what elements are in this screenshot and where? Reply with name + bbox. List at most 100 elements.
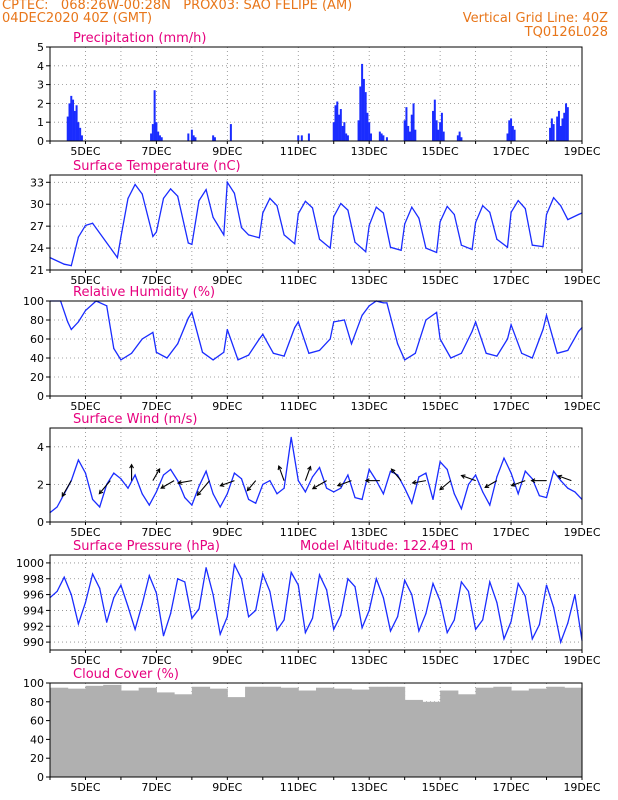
series-point [389,630,392,632]
series-point [574,593,576,596]
precip-bar [385,137,388,141]
precip-bar [368,122,371,141]
x-tick-label: 11DEC [280,145,317,158]
series-point [560,641,562,643]
y-tick-label: 992 [23,620,44,633]
precip-bar [343,122,346,141]
series-point [404,223,406,225]
cloud-bar [351,689,370,777]
wind-arrow-head [98,489,104,495]
precip-bar [440,112,443,141]
wind-arrow [177,480,192,484]
cloud-bar [386,686,406,777]
series-point [169,612,172,615]
series-point [152,235,154,237]
series-point [489,211,491,213]
series-point [162,197,165,199]
cloud-bar [457,694,477,777]
series-point [311,617,314,619]
precip-bar [432,110,435,141]
panel-1: 21 24 27 30 33 5DEC 7DEC 9DEC 11DEC 13DEC 15DEC 17D… [30,159,601,287]
series-point [166,357,168,359]
x-tick-label: 7DEC [141,781,171,794]
y-tick-label: 21 [30,264,44,277]
precip-bar [439,122,442,141]
series-point [496,601,498,604]
precip-bar [194,137,197,141]
wind-arrow-head [311,484,317,490]
series-point [226,181,228,183]
series-point [545,314,548,316]
series-point [318,574,321,576]
series-point [333,321,335,323]
panel-title: Precipitation (mm/h) [73,31,206,46]
y-tick-label: 4 [37,441,44,454]
series-point [524,208,526,210]
series-point [141,603,143,605]
precip-bar [460,137,463,141]
series-point [134,183,136,186]
series-point [361,314,363,316]
panel-0: 0 1 2 3 4 5 5DEC 7DEC 9DEC 11DEC 13DEC 15DEC 17DEC 19… [37,31,601,158]
series-point [152,331,154,333]
series-point [475,321,477,323]
x-tick-label: 17DEC [493,654,530,667]
series-point [531,638,533,640]
series-line [49,562,583,645]
series-point [240,478,243,480]
series-point [212,216,214,218]
x-tick-label: 9DEC [212,145,242,158]
y-tick-label: 0 [37,135,44,148]
panel-frame [49,427,583,523]
x-tick-label: 17DEC [493,145,530,158]
precip-bar [213,137,216,141]
series-point [297,584,299,586]
header-grid-note: Vertical Grid Line: 40Z [462,11,608,26]
x-tick-label: 11DEC [280,781,317,794]
cloud-bar [298,690,317,777]
precip-bar [442,131,445,141]
precip-bar [345,133,348,141]
series-point [553,606,555,608]
series-point [155,592,157,594]
series-point [542,328,544,331]
panel-5: 0 20 40 60 80 100 5DEC 7DEC 9DEC 11DEC 13DEC 15DEC 1… [23,667,601,794]
series-point [318,238,321,240]
precip-bar [550,118,553,141]
series-point [106,305,108,307]
precip-bar [511,125,514,141]
x-tick-label: 13DEC [351,274,388,287]
wind-arrow-head [246,486,252,492]
wind-arrow-head [484,483,490,488]
series-point [84,601,87,604]
precip-bar [160,137,163,141]
cloud-bar [262,686,282,777]
precip-bar [412,103,415,141]
series-point [517,582,519,585]
wind-arrow-head [557,474,563,480]
y-tick-label: 27 [30,220,44,233]
series-point [365,251,367,253]
cloud-bar [191,686,211,777]
precip-bar [68,103,71,141]
wind-arrow-head [196,491,202,497]
series-point [304,631,306,634]
panel-frame [49,682,583,778]
x-tick-label: 5DEC [70,781,100,794]
series-point [506,338,509,340]
series-point [276,205,278,207]
wind-arrow [98,480,111,495]
precip-bar [70,95,73,141]
series-point [404,487,406,489]
series-point [233,472,236,474]
wind-arrow [160,480,175,489]
series-point [361,498,363,501]
x-tick-label: 7DEC [141,654,171,667]
series-point [361,627,363,629]
cloud-bar [156,692,175,777]
precip-bar [75,105,78,141]
series-point [574,491,576,493]
series-point [283,619,285,621]
series-point [212,359,214,361]
x-tick-label: 17DEC [493,274,530,287]
